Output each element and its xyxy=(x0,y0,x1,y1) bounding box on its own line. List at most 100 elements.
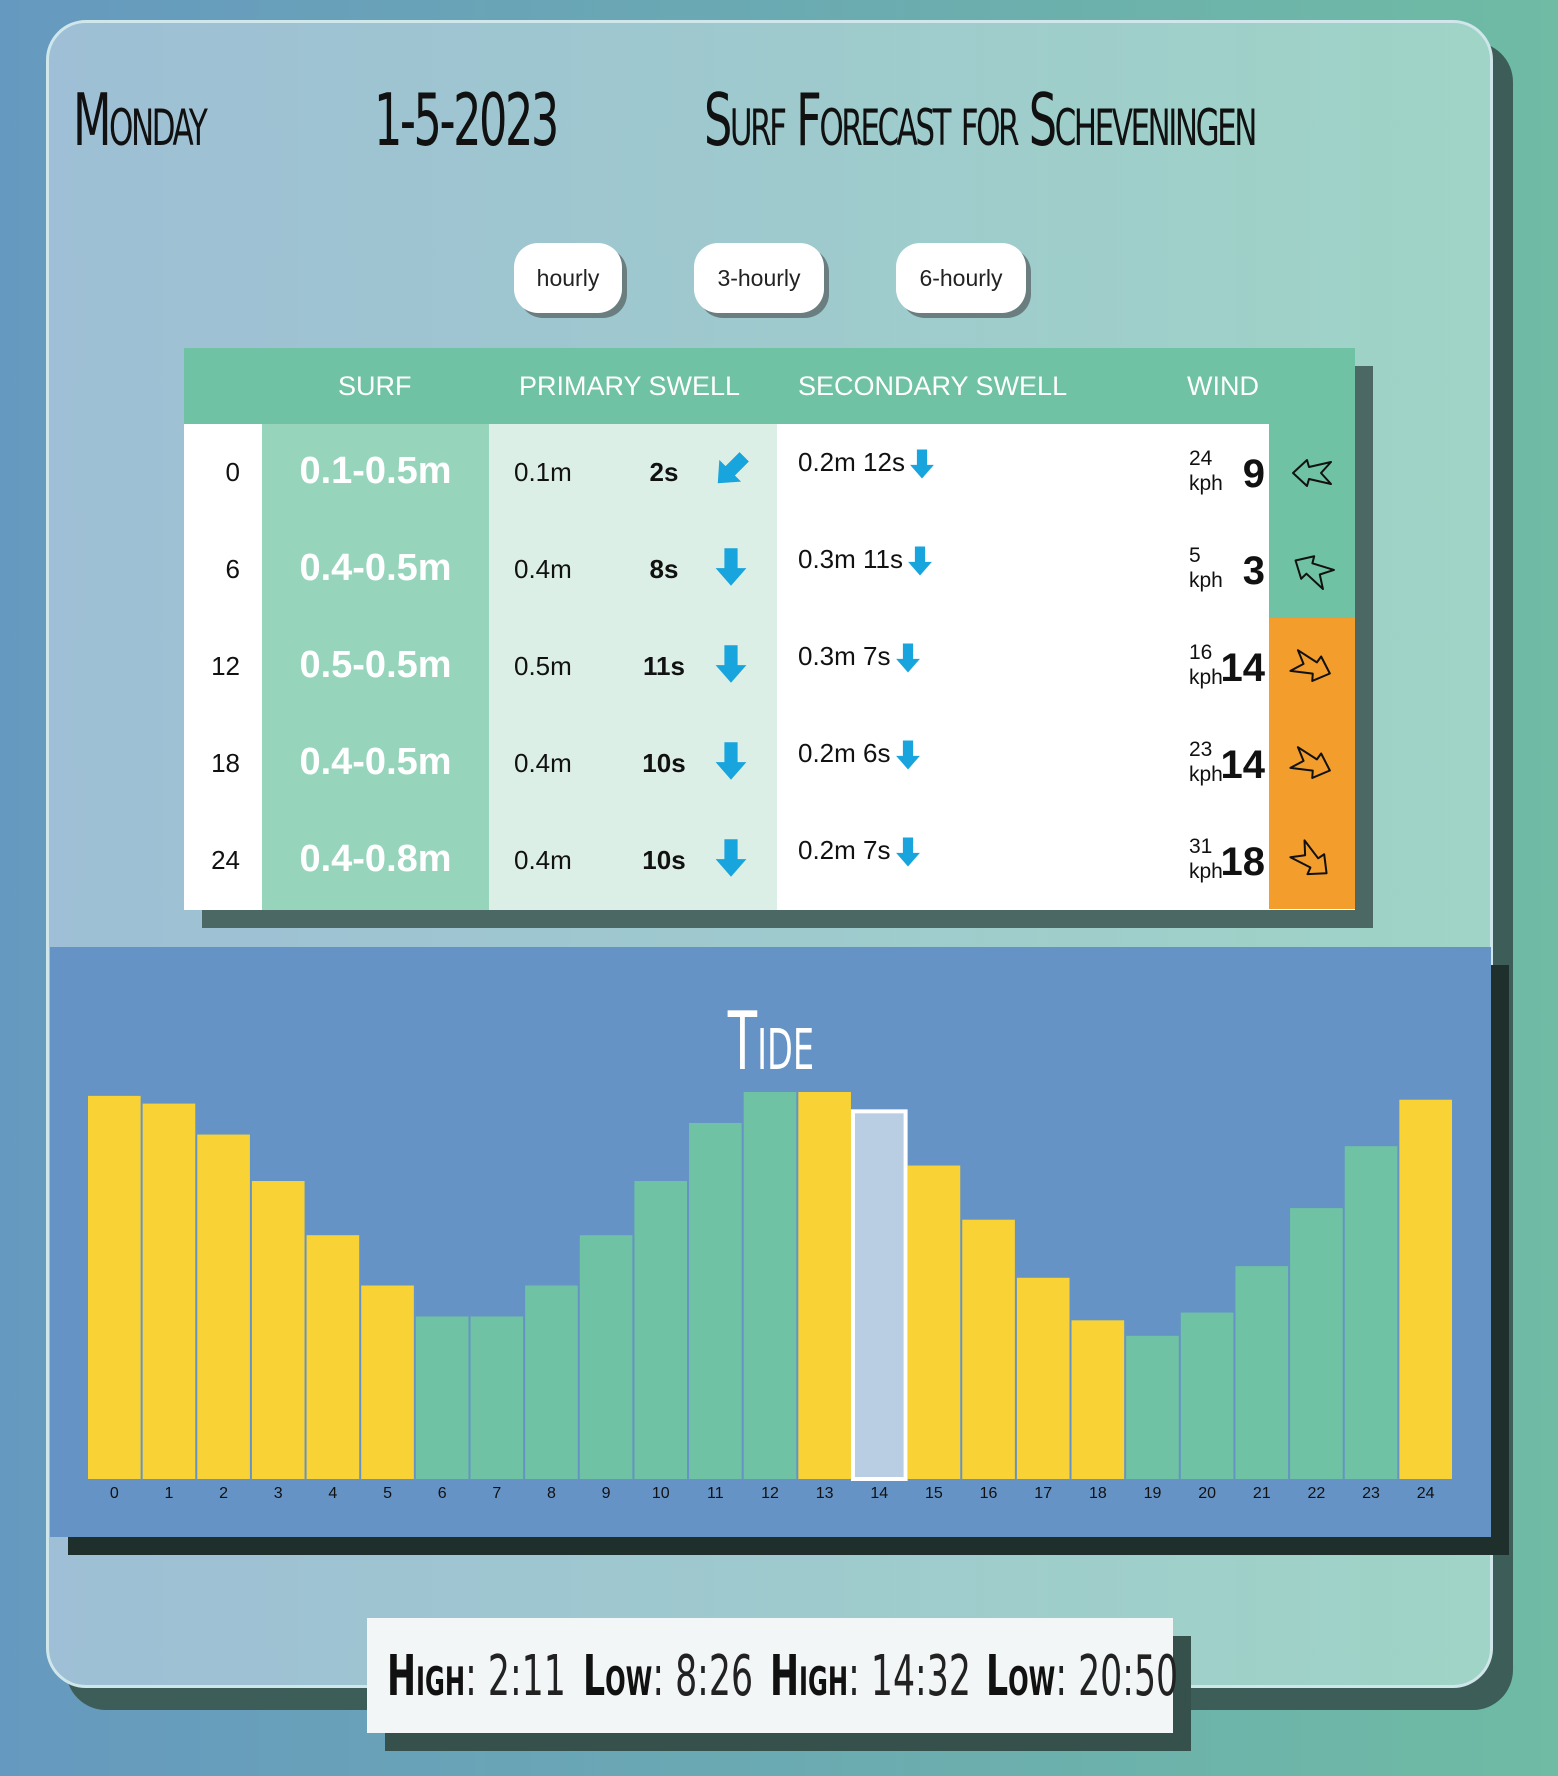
row-wind-gust: 23 kph xyxy=(1189,738,1223,786)
tide-hour-label: 21 xyxy=(1253,1485,1271,1502)
page-header: Monday 1-5-2023 Surf Forecast for Scheve… xyxy=(49,78,1490,198)
tide-hour-label: 9 xyxy=(602,1485,611,1502)
tide-bar[interactable] xyxy=(1344,1146,1398,1479)
arrow-down-icon xyxy=(709,545,757,593)
tide-hour-label: 10 xyxy=(652,1485,670,1502)
tide-bar[interactable] xyxy=(197,1134,250,1479)
tide-bar[interactable] xyxy=(415,1316,469,1479)
table-row: 18 0.4-0.5m 0.4m 10s 0.2m 6s 14 23 kph xyxy=(184,715,1355,812)
row-primary-period: 8s xyxy=(649,554,679,584)
row-wind-gust: 5 kph xyxy=(1189,544,1223,592)
row-secondary-swell: 0.3m 11s xyxy=(798,544,937,578)
row-surf-height: 0.4-0.5m xyxy=(299,547,452,589)
row-primary-period: 2s xyxy=(649,457,679,487)
tide-time-3: High: 14:32 xyxy=(770,1644,971,1709)
row-surf-height: 0.5-0.5m xyxy=(299,644,452,686)
tide-bar[interactable] xyxy=(1071,1320,1125,1479)
row-hour: 18 xyxy=(211,748,240,778)
row-secondary-swell: 0.2m 6s xyxy=(798,738,925,772)
tide-hour-label: 6 xyxy=(438,1485,447,1502)
row-hour: 6 xyxy=(225,554,240,584)
row-primary-period: 11s xyxy=(643,651,685,681)
tide-bar[interactable] xyxy=(579,1235,633,1479)
tide-title: Tide xyxy=(727,995,814,1088)
tide-bar[interactable] xyxy=(743,1092,797,1479)
three-hourly-button[interactable]: 3-hourly xyxy=(694,243,824,313)
tide-chart: 0 1 2 3 4 5 6 7 8 9 10 11 12 13 14 15 16 17 18 19 20 21 22 23 24 xyxy=(88,1092,1452,1502)
tide-bar[interactable] xyxy=(962,1219,1015,1479)
date-label: 1-5-2023 xyxy=(374,78,559,162)
tide-bar[interactable] xyxy=(251,1181,305,1479)
row-primary-height: 0.4m xyxy=(514,748,572,778)
tide-bar[interactable] xyxy=(306,1235,360,1479)
tide-hour-label: 18 xyxy=(1089,1485,1107,1502)
tide-bar[interactable] xyxy=(142,1103,196,1479)
tide-bar[interactable] xyxy=(1126,1335,1179,1479)
tide-hour-label: 17 xyxy=(1034,1485,1052,1502)
tide-hour-label: 2 xyxy=(219,1485,228,1502)
tide-hour-label: 13 xyxy=(816,1485,834,1502)
tide-hour-label: 19 xyxy=(1144,1485,1162,1502)
table-header: SURF PRIMARY SWELL SECONDARY SWELL WIND xyxy=(184,348,1355,424)
arrow-down-icon xyxy=(709,739,757,787)
tide-hour-label: 7 xyxy=(492,1485,501,1502)
table-row: 0 0.1-0.5m 0.1m 2s 0.2m 12s 9 24 kph xyxy=(184,424,1355,521)
row-secondary-swell: 0.2m 12s xyxy=(798,447,939,481)
tide-hour-label: 15 xyxy=(925,1485,943,1502)
tide-bar[interactable] xyxy=(361,1285,414,1480)
tide-bar[interactable] xyxy=(798,1092,851,1479)
arrow-down-icon xyxy=(905,447,939,479)
table-row: 12 0.5-0.5m 0.5m 11s 0.3m 7s 14 16 kph xyxy=(184,618,1355,715)
row-primary-height: 0.5m xyxy=(514,651,572,681)
hourly-button[interactable]: hourly xyxy=(514,243,622,313)
row-primary-height: 0.1m xyxy=(514,457,572,487)
tide-bar[interactable] xyxy=(689,1122,742,1479)
tide-hour-label: 3 xyxy=(274,1485,283,1502)
row-wind-speed: 14 xyxy=(1220,646,1266,690)
tide-bar[interactable] xyxy=(1399,1099,1452,1479)
row-wind-gust: 16 kph xyxy=(1189,641,1223,689)
tide-bar[interactable] xyxy=(1235,1266,1289,1479)
tide-bar[interactable] xyxy=(850,1109,908,1481)
page-title: Surf Forecast for Scheveningen xyxy=(704,78,1257,162)
tide-time-1: High: 2:11 xyxy=(387,1644,566,1709)
header-wind: WIND xyxy=(1187,371,1259,401)
tide-hour-label: 23 xyxy=(1362,1485,1380,1502)
tide-bar[interactable] xyxy=(88,1095,141,1479)
tide-bar[interactable] xyxy=(907,1165,961,1479)
row-secondary-swell: 0.3m 7s xyxy=(798,641,925,675)
row-wind-speed: 3 xyxy=(1242,549,1265,593)
day-label: Monday xyxy=(73,78,208,162)
surf-column-bg xyxy=(262,424,489,910)
row-wind-speed: 14 xyxy=(1220,743,1266,787)
row-primary-period: 10s xyxy=(642,748,686,778)
table-row: 24 0.4-0.8m 0.4m 10s 0.2m 7s 18 31 kph xyxy=(184,812,1355,909)
wind-direction-icon xyxy=(1269,521,1355,618)
row-surf-height: 0.4-0.8m xyxy=(299,838,452,880)
arrow-down-icon xyxy=(709,836,757,884)
tide-bar[interactable] xyxy=(470,1316,524,1479)
tide-bar[interactable] xyxy=(1290,1208,1343,1479)
six-hourly-button[interactable]: 6-hourly xyxy=(896,243,1026,313)
row-wind-gust: 31 kph xyxy=(1189,835,1223,883)
tide-hour-label: 12 xyxy=(761,1485,779,1502)
row-surf-height: 0.1-0.5m xyxy=(299,450,452,492)
tide-time-2: Low: 8:26 xyxy=(583,1644,754,1709)
tide-bar[interactable] xyxy=(1180,1312,1234,1479)
tide-bar[interactable] xyxy=(525,1285,578,1480)
tide-bar[interactable] xyxy=(1016,1277,1070,1479)
row-primary-height: 0.4m xyxy=(514,845,572,875)
arrow-down-left-icon xyxy=(709,448,757,496)
tide-hour-label: 5 xyxy=(383,1485,392,1502)
tide-bar[interactable] xyxy=(634,1181,688,1479)
row-secondary-swell: 0.2m 7s xyxy=(798,835,925,869)
arrow-down-icon xyxy=(891,738,925,770)
tide-hour-label: 20 xyxy=(1198,1485,1216,1502)
arrow-down-icon xyxy=(709,642,757,690)
row-hour: 24 xyxy=(211,845,240,875)
tide-hour-label: 11 xyxy=(707,1485,724,1502)
row-primary-period: 10s xyxy=(642,845,686,875)
tide-hour-label: 14 xyxy=(870,1485,888,1502)
header-primary-swell: PRIMARY SWELL xyxy=(519,371,741,401)
wind-direction-icon xyxy=(1269,424,1355,521)
